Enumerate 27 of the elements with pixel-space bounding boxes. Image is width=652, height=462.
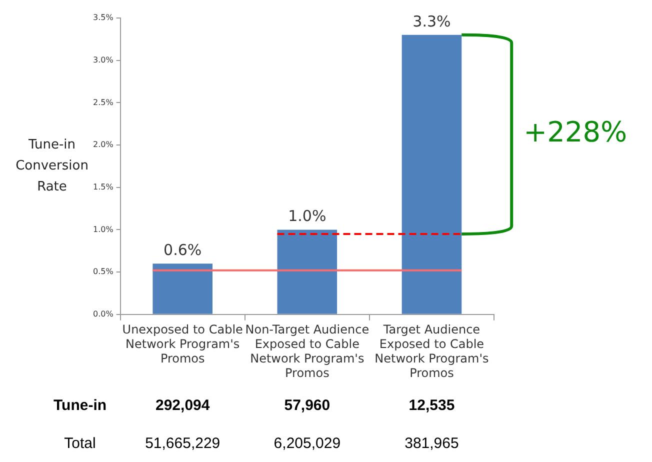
- x-tick-label: Non-Target Audience Exposed to Cable Network Program's Promos: [245, 322, 370, 380]
- text: 381,965: [404, 435, 459, 452]
- y-tick-label: 2.5%: [92, 98, 114, 107]
- y-tick-label: 1.0%: [92, 224, 114, 234]
- bar: [152, 264, 212, 314]
- text: +228%: [524, 116, 628, 149]
- data-label: 3.3%: [412, 12, 451, 30]
- x-tick-label: Unexposed to Cable Network Program's Promos: [122, 322, 243, 366]
- y-tick-label: 2.0%: [92, 140, 114, 150]
- y-tick-label: 0.0%: [92, 309, 114, 318]
- data-label: 1.0%: [288, 207, 326, 226]
- text: Total: [64, 435, 96, 452]
- y-tick-label: 0.5%: [92, 267, 114, 276]
- x-tick-label: Target Audience Exposed to Cable Network Program's Promos: [374, 322, 489, 380]
- bar: [277, 230, 338, 314]
- data-label: 0.6%: [164, 240, 202, 259]
- y-tick-label: 3.5%: [92, 13, 114, 22]
- bar: [402, 34, 462, 314]
- text: 51,665,229: [145, 435, 220, 452]
- text: Tune-in: [53, 397, 107, 414]
- text: 57,960: [284, 397, 330, 414]
- text: 6,205,029: [274, 435, 341, 452]
- y-tick-label: 3.0%: [92, 55, 114, 64]
- text: 12,535: [408, 397, 455, 414]
- y-axis-title: Tune-in Conversion Rate: [16, 138, 88, 195]
- y-tick-label: 1.5%: [92, 182, 114, 192]
- text: 292,094: [155, 397, 210, 414]
